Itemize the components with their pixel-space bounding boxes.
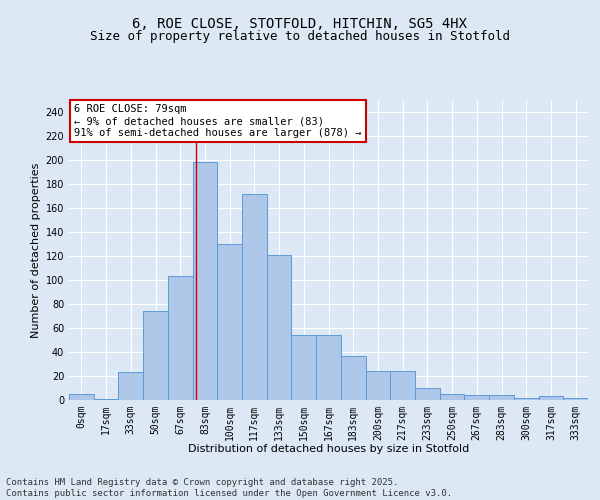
Bar [168, 276, 193, 400]
Bar [341, 356, 365, 400]
Bar [193, 162, 217, 400]
Bar [316, 335, 341, 400]
Bar [69, 394, 94, 400]
Bar [217, 244, 242, 400]
Bar [415, 388, 440, 400]
Bar [514, 398, 539, 400]
Bar [440, 394, 464, 400]
Bar [292, 335, 316, 400]
Bar [464, 395, 489, 400]
Text: Contains HM Land Registry data © Crown copyright and database right 2025.
Contai: Contains HM Land Registry data © Crown c… [6, 478, 452, 498]
Bar [365, 371, 390, 400]
Bar [267, 255, 292, 400]
Bar [118, 372, 143, 400]
Text: 6 ROE CLOSE: 79sqm
← 9% of detached houses are smaller (83)
91% of semi-detached: 6 ROE CLOSE: 79sqm ← 9% of detached hous… [74, 104, 362, 138]
Bar [242, 194, 267, 400]
Bar [563, 398, 588, 400]
Y-axis label: Number of detached properties: Number of detached properties [31, 162, 41, 338]
Bar [143, 311, 168, 400]
X-axis label: Distribution of detached houses by size in Stotfold: Distribution of detached houses by size … [188, 444, 469, 454]
Bar [489, 395, 514, 400]
Bar [390, 371, 415, 400]
Bar [539, 396, 563, 400]
Bar [94, 399, 118, 400]
Text: 6, ROE CLOSE, STOTFOLD, HITCHIN, SG5 4HX: 6, ROE CLOSE, STOTFOLD, HITCHIN, SG5 4HX [133, 18, 467, 32]
Text: Size of property relative to detached houses in Stotfold: Size of property relative to detached ho… [90, 30, 510, 43]
